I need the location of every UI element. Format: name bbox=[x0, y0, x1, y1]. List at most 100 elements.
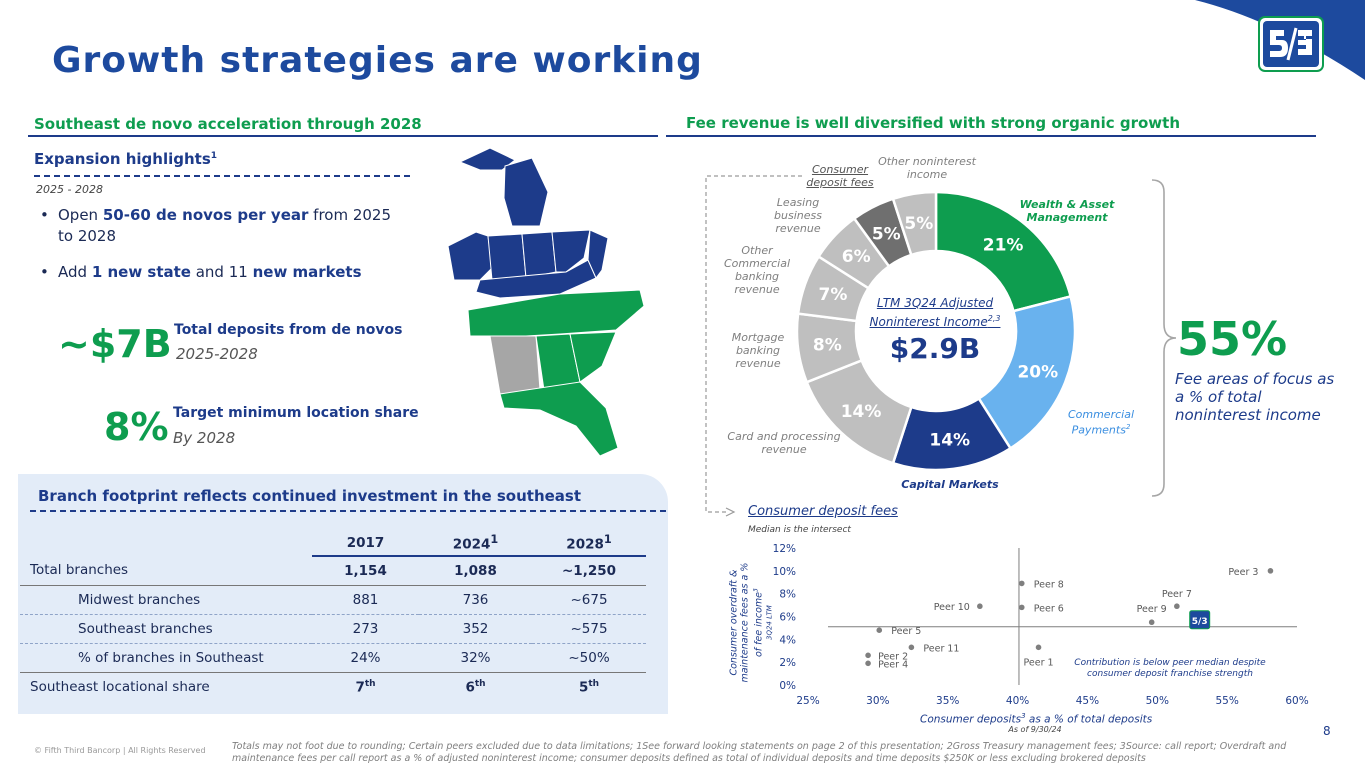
cell: 1,088 bbox=[419, 556, 532, 586]
bullet-new-state: • Add 1 new state and 11 new markets bbox=[40, 263, 362, 281]
col-2024: 20241 bbox=[419, 530, 532, 557]
cell: ~575 bbox=[532, 614, 646, 644]
scatter-point-label: Peer 3 bbox=[1228, 567, 1258, 578]
consumer-deposit-scatter: 0% 2% 4% 6% 8% 10% 12% 25% 30% 35% 40% 45% 50% 55% 60%… bbox=[773, 543, 1309, 707]
connector-line bbox=[705, 175, 802, 517]
y-tick-label: 6% bbox=[779, 612, 796, 624]
table-row: Southeast locational share 7th 6th 5th bbox=[20, 671, 646, 701]
scatter-point bbox=[1018, 604, 1025, 611]
col-2017: 2017 bbox=[312, 530, 419, 557]
row-label: Southeast branches bbox=[20, 614, 312, 644]
expansion-highlights-title: Expansion highlights1 bbox=[34, 150, 218, 168]
branch-title: Branch footprint reflects continued inve… bbox=[38, 487, 582, 505]
label-capital-markets: Capital Markets bbox=[901, 478, 999, 491]
branch-table: 2017 20241 20281 Total branches 1,154 1,… bbox=[20, 530, 646, 701]
x-tick-label: 35% bbox=[936, 695, 959, 707]
x-tick-label: 60% bbox=[1285, 695, 1308, 707]
scatter-point-label: Peer 6 bbox=[1034, 603, 1064, 614]
fifth-third-point-mark: 5/3 bbox=[1192, 617, 1208, 627]
cell: 881 bbox=[312, 585, 419, 615]
donut-slice-label: 7% bbox=[819, 285, 848, 305]
footnote: Totals may not foot due to rounding; Cer… bbox=[232, 741, 1287, 764]
y-tick-label: 4% bbox=[779, 634, 796, 646]
scatter-point bbox=[865, 652, 871, 659]
label-other-commercial: Other Commercial banking revenue bbox=[723, 244, 791, 296]
stat-share-label: Target minimum location share bbox=[173, 405, 419, 421]
scatter-point bbox=[865, 660, 871, 667]
scatter-point bbox=[1174, 603, 1180, 610]
scatter-point-label: Peer 1 bbox=[1023, 657, 1053, 668]
row-label: Midwest branches bbox=[20, 585, 312, 615]
table-row: Total branches 1,154 1,088 ~1,250 bbox=[20, 556, 646, 586]
scatter-xlabel: Consumer deposits3 as a % of total depos… bbox=[920, 712, 1153, 726]
stat-deposits-label: Total deposits from de novos bbox=[174, 322, 403, 338]
focus-percentage-sub: Fee areas of focus as a % of total nonin… bbox=[1175, 370, 1335, 424]
scatter-point-label: Peer 10 bbox=[934, 602, 970, 613]
focus-bracket bbox=[1151, 179, 1177, 497]
scatter-point bbox=[908, 644, 915, 651]
scatter-point bbox=[1035, 644, 1042, 651]
cell: ~50% bbox=[568, 649, 610, 666]
fifth-third-logo bbox=[1258, 16, 1324, 72]
donut-center-label: LTM 3Q24 Adjusted Noninterest Income2,3 bbox=[869, 296, 1001, 329]
scatter-point-label: Peer 2 bbox=[878, 651, 908, 662]
row-label: Total branches bbox=[20, 556, 312, 586]
donut-slice-label: 6% bbox=[842, 247, 871, 267]
bullet-novos: • Open 50-60 de novos per year from 2025 … bbox=[40, 206, 392, 245]
scatter-point-label: Peer 8 bbox=[1034, 579, 1064, 590]
expansion-divider bbox=[34, 175, 410, 177]
right-section-rule bbox=[666, 135, 1316, 137]
left-section-title: Southeast de novo acceleration through 2… bbox=[34, 115, 422, 133]
noninterest-income-donut: 21%20%14%14%8%7%6%5%5% bbox=[795, 190, 1077, 472]
donut-slice-label: 5% bbox=[904, 214, 933, 234]
row-label: Southeast locational share bbox=[20, 671, 312, 701]
donut-slice bbox=[891, 190, 938, 257]
cell: 7th bbox=[312, 671, 419, 701]
stat-share-value: 8% bbox=[104, 405, 169, 449]
label-mortgage: Mortgage banking revenue bbox=[731, 331, 785, 370]
expansion-years: 2025 - 2028 bbox=[36, 183, 103, 196]
cell: 32% bbox=[460, 649, 491, 666]
x-tick-label: 45% bbox=[1076, 695, 1099, 707]
x-tick-label: 25% bbox=[796, 695, 819, 707]
cell: 736 bbox=[419, 585, 532, 615]
stat-deposits-sub: 2025-2028 bbox=[176, 345, 258, 363]
scatter-xlabel-note: As of 9/30/24 bbox=[1008, 725, 1062, 734]
scatter-point bbox=[876, 627, 883, 633]
fifth-third-point-logo bbox=[1189, 610, 1211, 630]
scatter-point-label: Peer 5 bbox=[891, 626, 921, 637]
cell: ~1,250 bbox=[532, 556, 646, 586]
cell: 24% bbox=[350, 649, 381, 666]
donut-slice-label: 8% bbox=[813, 336, 842, 356]
scatter-title: Consumer deposit fees bbox=[748, 504, 898, 519]
cell: 5th bbox=[532, 671, 646, 701]
scatter-annotation: Contribution is below peer median despit… bbox=[1074, 658, 1266, 679]
label-leasing: Leasing business revenue bbox=[774, 196, 822, 235]
midwest-states bbox=[447, 147, 609, 299]
scatter-point-label: Peer 7 bbox=[1162, 589, 1192, 600]
table-row: Southeast branches 273 352 ~575 bbox=[20, 614, 646, 644]
donut-center-value: $2.9B bbox=[889, 332, 981, 365]
stat-share-sub: By 2028 bbox=[173, 429, 236, 447]
cell: 273 bbox=[312, 614, 419, 644]
x-tick-label: 55% bbox=[1215, 695, 1238, 707]
focus-percentage: 55% bbox=[1177, 312, 1288, 366]
y-tick-label: 0% bbox=[779, 680, 796, 692]
scatter-point bbox=[1148, 619, 1155, 626]
donut-slice-label: 5% bbox=[872, 224, 901, 244]
donut-slice-label: 20% bbox=[1017, 362, 1058, 382]
scatter-point bbox=[977, 603, 983, 610]
label-commercial-payments: Commercial Payments2 bbox=[1067, 408, 1135, 437]
y-tick-label: 12% bbox=[773, 543, 796, 555]
branch-divider bbox=[30, 510, 666, 512]
donut-slice-label: 21% bbox=[983, 235, 1024, 255]
label-consumer-deposit: Consumer deposit fees bbox=[806, 163, 874, 189]
left-section-rule bbox=[28, 135, 658, 137]
cell: 1,154 bbox=[312, 556, 419, 586]
y-tick-label: 8% bbox=[779, 589, 796, 601]
scatter-point-label: Peer 4 bbox=[878, 659, 908, 670]
row-label: % of branches in Southeast bbox=[78, 649, 264, 666]
cell: 6th bbox=[419, 671, 532, 701]
col-2028: 20281 bbox=[532, 530, 646, 557]
x-tick-label: 40% bbox=[1006, 695, 1029, 707]
